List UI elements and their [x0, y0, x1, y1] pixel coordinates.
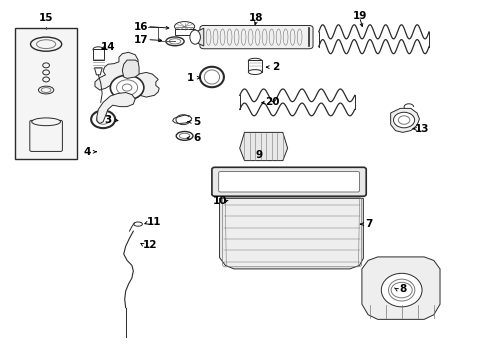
Ellipse shape	[248, 69, 261, 75]
FancyBboxPatch shape	[93, 49, 103, 60]
Ellipse shape	[30, 37, 61, 51]
Ellipse shape	[176, 131, 193, 140]
Ellipse shape	[93, 47, 103, 52]
Text: 14: 14	[101, 42, 115, 51]
FancyBboxPatch shape	[248, 60, 261, 72]
Polygon shape	[97, 93, 135, 123]
Text: 12: 12	[142, 240, 157, 250]
Text: 17: 17	[134, 35, 148, 45]
Circle shape	[110, 75, 143, 100]
Polygon shape	[361, 257, 439, 319]
Polygon shape	[172, 115, 191, 123]
Text: 2: 2	[271, 62, 279, 72]
Polygon shape	[95, 52, 159, 97]
Text: 11: 11	[147, 217, 162, 227]
Text: 15: 15	[38, 13, 53, 23]
Text: 9: 9	[255, 150, 262, 160]
Ellipse shape	[134, 222, 142, 226]
Circle shape	[116, 80, 137, 95]
Text: 19: 19	[352, 11, 366, 21]
Polygon shape	[191, 28, 203, 46]
Ellipse shape	[169, 39, 181, 44]
Circle shape	[42, 70, 49, 75]
Text: 13: 13	[414, 124, 428, 134]
Circle shape	[42, 77, 49, 82]
Ellipse shape	[41, 87, 51, 93]
Ellipse shape	[165, 37, 184, 46]
Text: 4: 4	[83, 147, 91, 157]
Ellipse shape	[37, 40, 56, 49]
Ellipse shape	[179, 133, 189, 139]
Text: 20: 20	[264, 98, 279, 107]
Text: 6: 6	[193, 133, 200, 143]
Polygon shape	[122, 60, 139, 78]
Text: 7: 7	[365, 219, 372, 229]
Ellipse shape	[39, 86, 54, 94]
FancyBboxPatch shape	[218, 171, 359, 192]
Ellipse shape	[381, 273, 421, 307]
Text: 16: 16	[134, 22, 148, 32]
FancyBboxPatch shape	[30, 120, 62, 152]
Ellipse shape	[174, 22, 194, 31]
FancyBboxPatch shape	[16, 28, 77, 159]
FancyBboxPatch shape	[174, 29, 194, 35]
Polygon shape	[219, 198, 363, 269]
Text: 3: 3	[104, 115, 111, 125]
Ellipse shape	[189, 30, 200, 44]
Ellipse shape	[248, 58, 261, 63]
Polygon shape	[390, 108, 419, 132]
Circle shape	[42, 63, 49, 68]
Text: 18: 18	[249, 13, 263, 23]
FancyBboxPatch shape	[211, 167, 366, 196]
Text: 1: 1	[187, 73, 194, 83]
Text: 8: 8	[398, 284, 406, 294]
Text: 10: 10	[212, 196, 226, 206]
FancyBboxPatch shape	[200, 26, 312, 49]
Ellipse shape	[32, 118, 61, 126]
Polygon shape	[239, 132, 287, 161]
Polygon shape	[94, 68, 102, 75]
Circle shape	[393, 112, 414, 128]
Circle shape	[91, 111, 115, 128]
Text: 5: 5	[193, 117, 200, 127]
